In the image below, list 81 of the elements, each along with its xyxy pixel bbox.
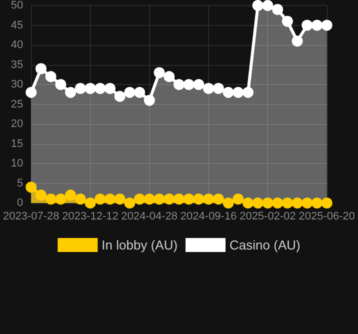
point <box>45 194 56 205</box>
x-tick-label: 2023-12-12 <box>62 210 118 222</box>
point <box>26 182 37 193</box>
point <box>203 82 214 94</box>
point <box>45 71 56 82</box>
point <box>242 198 254 208</box>
point <box>232 194 244 205</box>
point <box>292 198 303 208</box>
point <box>312 20 323 31</box>
point <box>252 198 264 208</box>
point <box>164 71 175 82</box>
point <box>321 20 332 31</box>
point <box>282 16 293 27</box>
point <box>114 90 126 102</box>
point <box>232 86 244 98</box>
legend-label: In lobby (AU) <box>102 238 178 252</box>
y-tick-label: 20 <box>10 118 24 130</box>
point <box>193 79 204 90</box>
point <box>154 194 165 205</box>
point <box>164 194 175 205</box>
point <box>262 0 274 11</box>
point <box>84 198 96 208</box>
y-tick-label: 35 <box>10 58 24 71</box>
point <box>203 194 214 205</box>
point <box>242 86 254 98</box>
point <box>134 86 146 98</box>
legend-label: Casino (AU) <box>230 238 300 252</box>
point <box>292 36 303 47</box>
point <box>144 94 155 106</box>
point <box>36 190 46 201</box>
point <box>312 198 323 208</box>
point <box>65 190 76 201</box>
y-tick-label: 50 <box>10 0 24 12</box>
y-tick-label: 5 <box>17 177 24 190</box>
point <box>302 20 313 31</box>
point <box>55 79 66 90</box>
point <box>36 63 46 74</box>
point <box>144 194 155 205</box>
x-tick-label: 2025-06-20 <box>298 210 356 222</box>
point <box>282 198 293 208</box>
point <box>74 82 86 94</box>
point <box>55 194 66 205</box>
point <box>183 194 194 205</box>
point <box>174 79 184 90</box>
y-tick-label: 45 <box>10 19 24 32</box>
x-tick-label: 2025-02-02 <box>240 210 296 222</box>
y-tick-label: 0 <box>17 197 24 209</box>
point <box>272 4 284 15</box>
point <box>222 86 234 98</box>
point <box>302 198 313 208</box>
x-tick-label: 2023-07-28 <box>2 210 60 222</box>
point <box>183 79 194 90</box>
y-tick-label: 10 <box>10 158 24 170</box>
point <box>104 82 116 94</box>
point <box>26 86 37 98</box>
y-tick-label: 25 <box>10 98 24 110</box>
point <box>321 198 332 208</box>
point <box>212 82 224 94</box>
point <box>174 194 184 205</box>
point <box>262 198 274 208</box>
y-tick-label: 15 <box>10 138 24 150</box>
point <box>252 0 264 11</box>
point <box>94 194 106 205</box>
point <box>104 194 116 205</box>
x-tick-label: 2024-04-28 <box>121 210 178 222</box>
point <box>193 194 204 205</box>
point <box>84 82 96 94</box>
point <box>74 194 86 205</box>
point <box>65 86 76 98</box>
point <box>222 198 234 208</box>
point <box>272 198 284 208</box>
point <box>124 86 136 98</box>
point <box>134 194 146 205</box>
x-tick-label: 2024-09-16 <box>180 210 237 222</box>
point <box>94 82 106 94</box>
y-tick-label: 30 <box>10 78 24 90</box>
point <box>124 198 136 208</box>
point <box>154 67 165 78</box>
point <box>114 194 126 205</box>
y-tick-label: 40 <box>10 39 24 51</box>
point <box>212 194 224 205</box>
